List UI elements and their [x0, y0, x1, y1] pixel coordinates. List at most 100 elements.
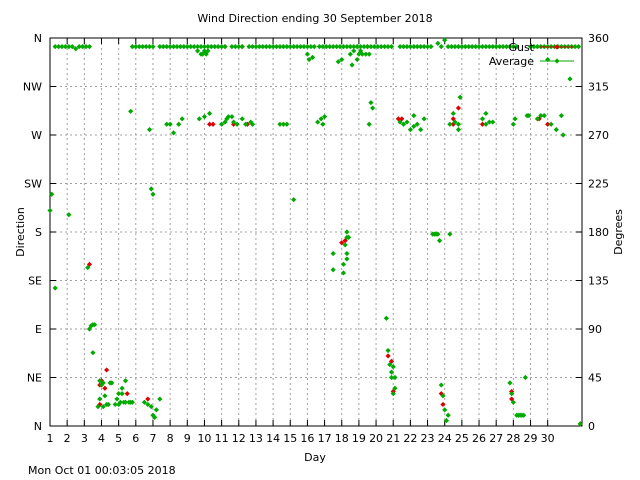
average-point: [558, 113, 565, 119]
average-point: [294, 44, 300, 50]
average-point: [330, 44, 336, 50]
average-point: [321, 114, 328, 120]
gust-point: [450, 121, 456, 127]
x-tick-label: 8: [167, 432, 174, 445]
average-point: [392, 374, 398, 381]
x-tick-label: 7: [149, 432, 156, 445]
average-point: [404, 119, 410, 125]
average-point: [176, 121, 182, 127]
average-point: [469, 44, 475, 50]
average-point: [388, 369, 395, 375]
x-tick-label: 14: [266, 432, 280, 445]
average-point: [157, 44, 163, 50]
average-point: [476, 44, 482, 50]
average-point: [538, 113, 544, 119]
gust-point: [388, 358, 395, 364]
average-point: [361, 44, 367, 50]
average-point: [117, 399, 123, 405]
average-point: [483, 110, 489, 117]
average-point: [483, 44, 489, 50]
average-point: [440, 393, 446, 399]
y-tick-label-left: W: [31, 129, 42, 142]
average-point: [327, 44, 333, 50]
x-tick-label: 4: [98, 432, 105, 445]
gust-point: [385, 353, 391, 359]
average-point: [83, 44, 89, 50]
average-point: [102, 393, 108, 399]
average-point: [366, 51, 372, 57]
average-point: [351, 48, 357, 54]
x-tick-label: 5: [115, 432, 122, 445]
average-point: [340, 270, 347, 276]
average-point: [490, 44, 496, 50]
average-point: [339, 56, 345, 63]
y-tick-label-right: 180: [588, 226, 609, 239]
average-point: [205, 44, 211, 50]
average-point: [128, 108, 134, 114]
legend-marker-gust: [554, 44, 560, 50]
average-point: [229, 44, 235, 50]
gust-point: [210, 121, 216, 127]
average-point: [116, 401, 122, 408]
average-point: [347, 51, 353, 57]
average-point: [510, 121, 516, 127]
average-point: [411, 113, 417, 119]
y-tick-label-right: 0: [588, 420, 595, 433]
average-point: [448, 44, 455, 50]
x-tick-label: 15: [283, 432, 297, 445]
average-point: [397, 44, 403, 50]
average-point: [188, 44, 194, 50]
y-tick-label-left: S: [35, 226, 42, 239]
x-tick-label: 9: [184, 432, 191, 445]
average-point: [364, 44, 371, 50]
average-point: [509, 391, 515, 397]
average-point: [86, 44, 93, 50]
average-point: [122, 378, 129, 384]
average-point: [390, 391, 396, 397]
average-point: [47, 207, 53, 214]
average-point: [548, 121, 554, 127]
average-point: [128, 399, 134, 405]
average-point: [330, 250, 336, 257]
average-point: [500, 44, 506, 50]
average-point: [347, 44, 353, 50]
average-point: [344, 256, 350, 262]
average-point: [335, 59, 341, 65]
average-point: [62, 44, 69, 50]
average-point: [358, 44, 364, 50]
average-point: [231, 119, 237, 125]
average-point: [514, 44, 520, 50]
average-point: [287, 44, 293, 50]
average-point: [483, 121, 489, 127]
average-point: [510, 399, 516, 405]
average-point: [248, 119, 254, 125]
gust-point: [440, 401, 446, 408]
average-point: [267, 44, 273, 50]
average-point: [521, 412, 527, 418]
average-point: [167, 121, 173, 127]
grid: [50, 38, 582, 426]
average-point: [152, 414, 158, 420]
average-point: [436, 238, 443, 244]
average-point: [414, 121, 420, 127]
average-point: [342, 242, 348, 248]
average-point: [170, 44, 177, 50]
average-point: [368, 44, 374, 50]
average-point: [507, 380, 513, 386]
average-point: [438, 44, 444, 50]
average-point: [414, 44, 420, 50]
average-point: [146, 44, 153, 50]
x-tick-label: 13: [249, 432, 263, 445]
average-point: [435, 231, 441, 237]
average-point: [280, 44, 286, 50]
average-point: [179, 116, 185, 122]
average-point: [146, 127, 153, 133]
average-point: [346, 234, 352, 240]
average-point: [351, 44, 357, 50]
average-point: [323, 44, 329, 50]
average-point: [153, 407, 159, 413]
average-point: [116, 391, 122, 397]
gust-point: [479, 121, 486, 127]
average-point: [418, 44, 424, 50]
